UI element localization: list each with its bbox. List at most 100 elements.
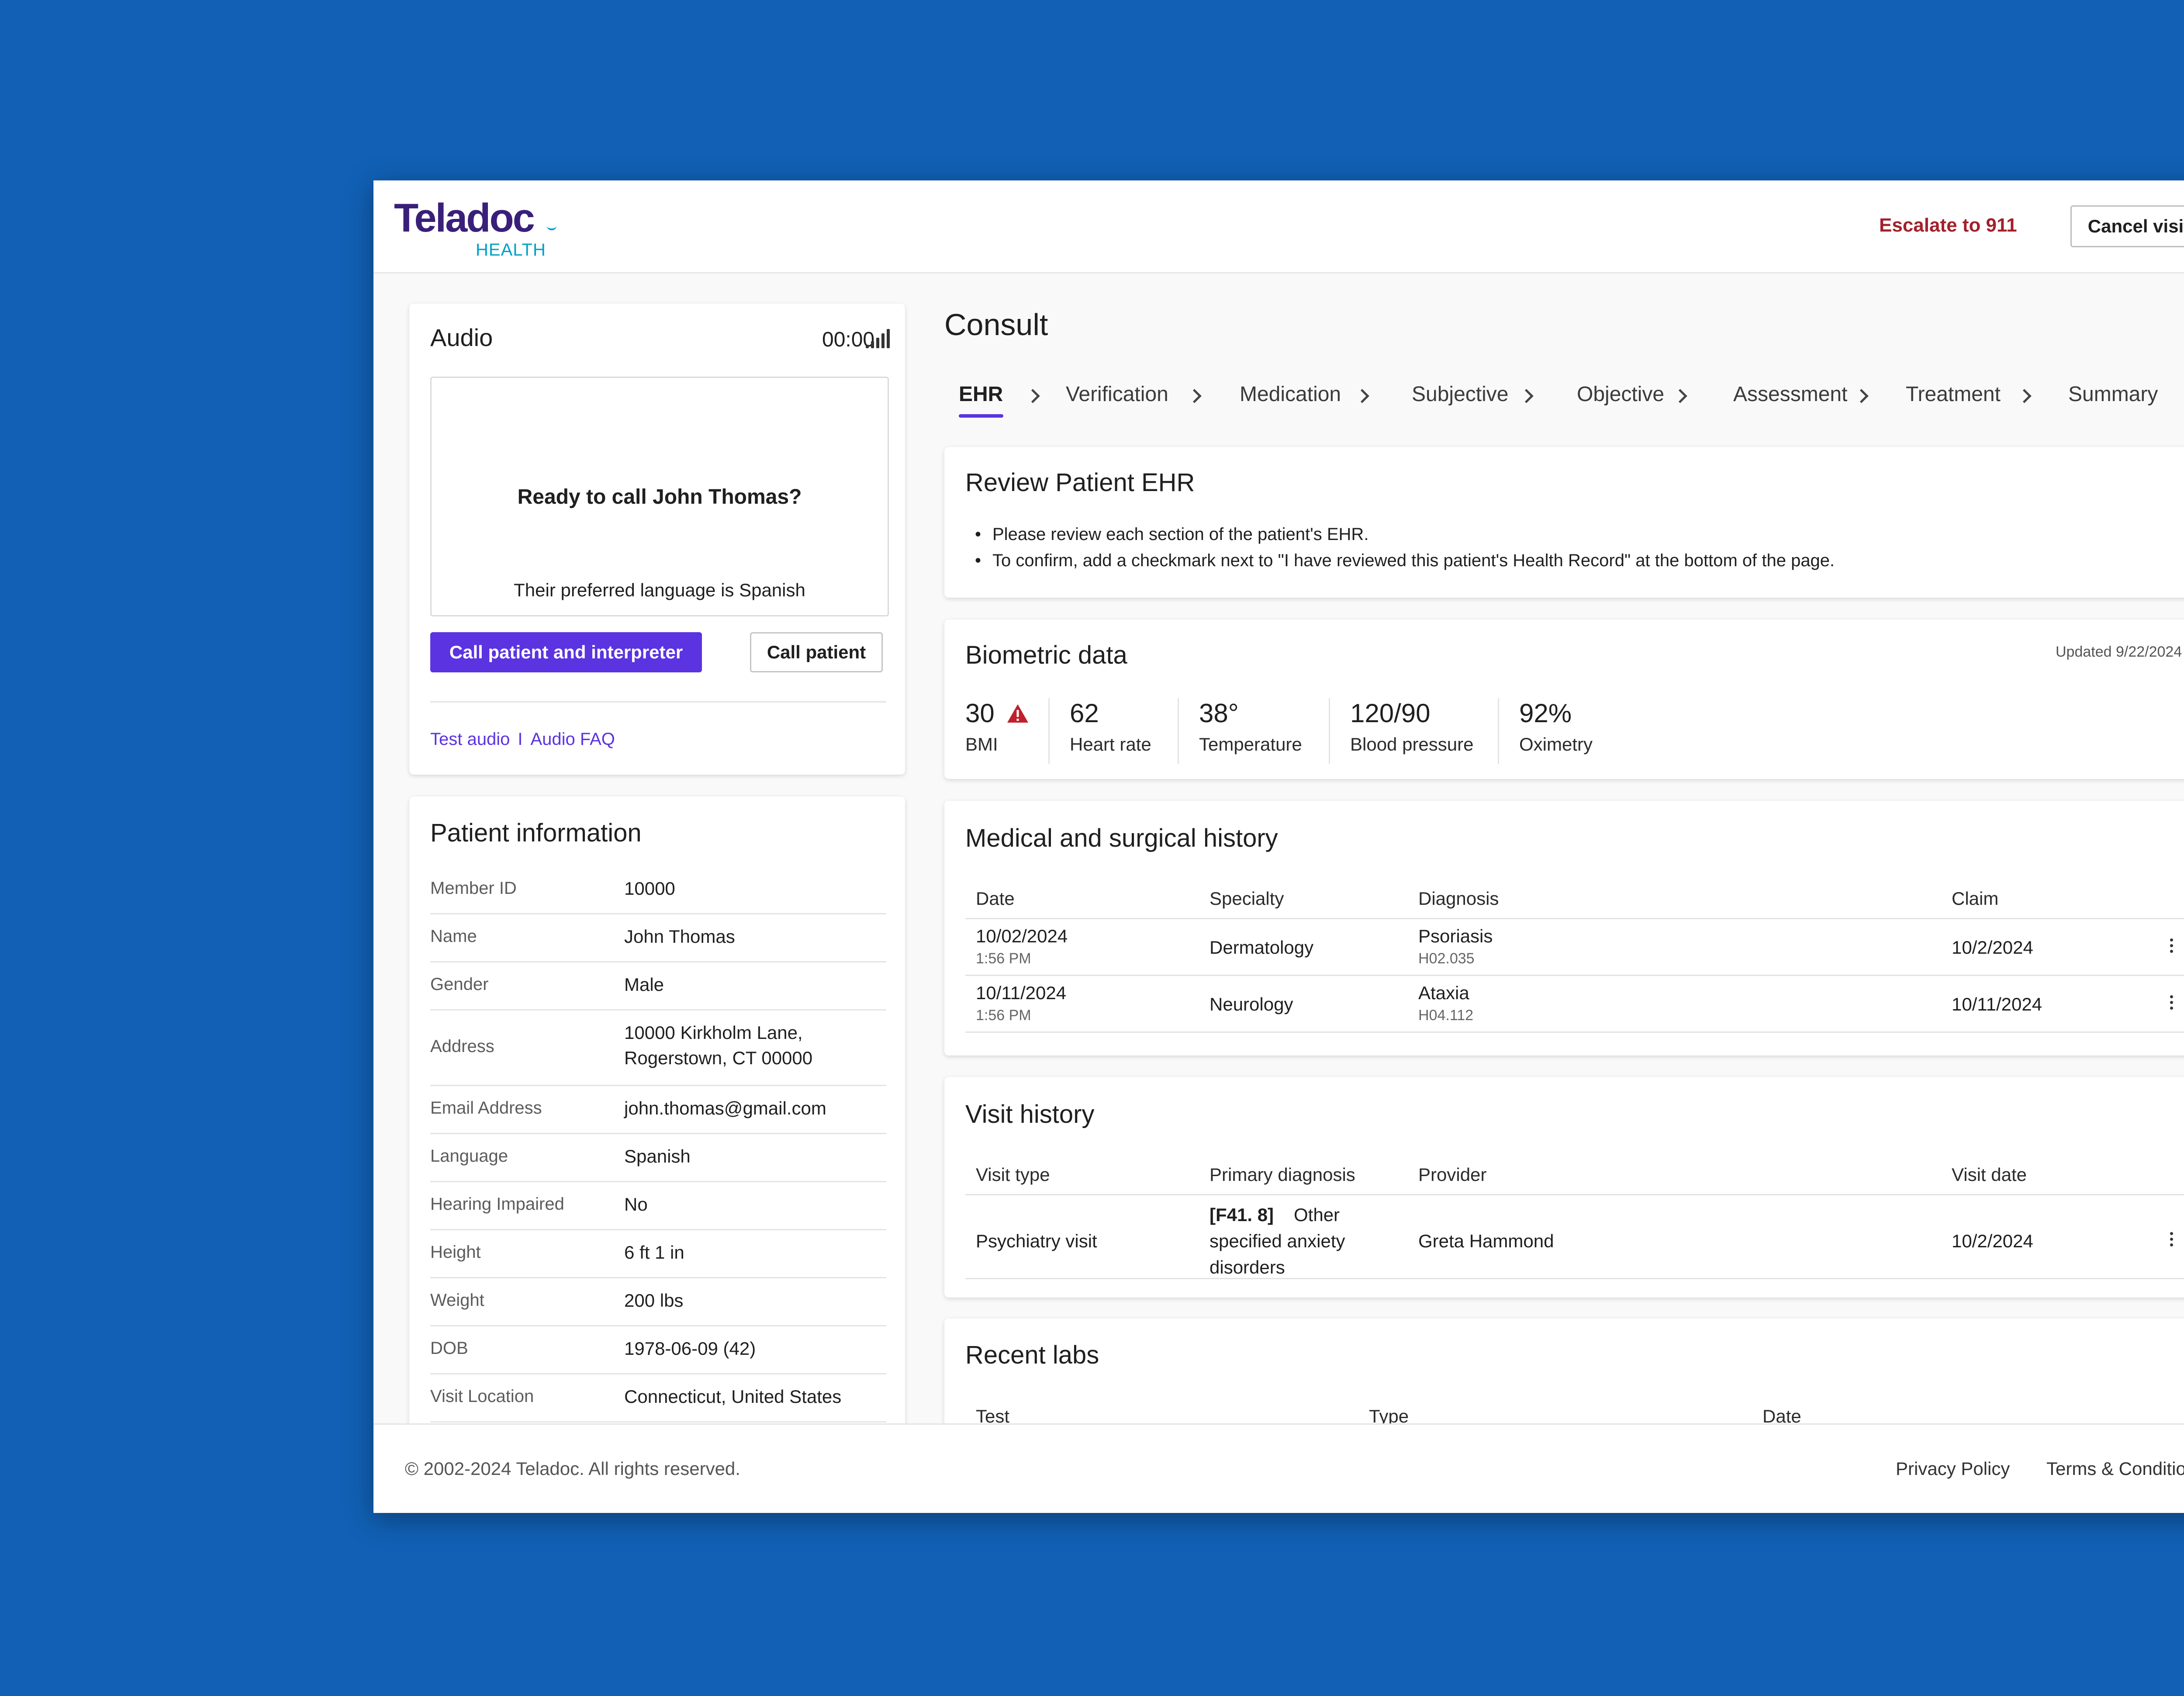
test-audio-link[interactable]: Test audio xyxy=(430,730,510,749)
column-header-date[interactable]: Date xyxy=(1762,1406,1801,1426)
step-medication[interactable]: Medication xyxy=(1240,383,1341,406)
logo-wordmark: Teladoc xyxy=(394,196,535,240)
row-more-options-icon[interactable] xyxy=(2170,938,2174,955)
biometric-card: Biometric data Updated 9/22/2024 30 BMI … xyxy=(944,620,2184,779)
column-header-date[interactable]: Date xyxy=(976,888,1015,909)
row-more-options-icon[interactable] xyxy=(2170,1232,2174,1249)
patient-value: John Thomas xyxy=(624,926,735,947)
patient-value: john.thomas@gmail.com xyxy=(624,1098,826,1118)
ready-to-call-text: Ready to call John Thomas? xyxy=(517,485,802,509)
review-ehr-title: Review Patient EHR xyxy=(965,468,1195,497)
row-more-options-icon[interactable] xyxy=(2170,995,2174,1012)
recent-labs-title: Recent labs xyxy=(965,1341,1099,1369)
patient-row-member-id: Member ID 10000 xyxy=(430,866,886,914)
patient-label: Email Address xyxy=(430,1098,542,1118)
column-header-visit-type[interactable]: Visit type xyxy=(976,1164,1050,1185)
patient-label: Hearing Impaired xyxy=(430,1194,564,1214)
bullet-dot: • xyxy=(975,551,981,570)
oximetry-value: 92% xyxy=(1519,699,1572,728)
step-objective[interactable]: Objective xyxy=(1577,383,1665,406)
step-assessment[interactable]: Assessment xyxy=(1733,383,1848,406)
patient-label: Language xyxy=(430,1146,508,1166)
step-summary[interactable]: Summary xyxy=(2068,383,2158,406)
audio-faq-link[interactable]: Audio FAQ xyxy=(530,730,615,749)
chevron-right-icon xyxy=(1519,389,1534,403)
row-diagnosis-text: disorders xyxy=(1209,1257,1285,1277)
call-patient-and-interpreter-button[interactable]: Call patient and interpreter xyxy=(430,632,702,672)
privacy-policy-link[interactable]: Privacy Policy xyxy=(1896,1458,2010,1479)
patient-info-card: Patient information Member ID 10000 Name… xyxy=(409,796,905,1452)
table-divider xyxy=(965,918,2184,919)
escalate-911-link[interactable]: Escalate to 911 xyxy=(1879,215,2017,236)
column-header-primary-diagnosis[interactable]: Primary diagnosis xyxy=(1209,1164,1355,1185)
logo-subtitle: HEALTH xyxy=(476,240,546,260)
step-treatment[interactable]: Treatment xyxy=(1906,383,2001,406)
bullet-dot: • xyxy=(975,525,981,544)
updated-date: Updated 9/22/2024 xyxy=(2056,644,2182,660)
row-diagnosis: Ataxia xyxy=(1418,983,1469,1003)
teladoc-logo[interactable]: Teladoc HEALTH xyxy=(394,196,560,260)
step-subjective[interactable]: Subjective xyxy=(1412,383,1509,406)
active-step-indicator xyxy=(959,414,1003,418)
audio-links: Test audio I Audio FAQ xyxy=(430,730,615,749)
column-header-test[interactable]: Test xyxy=(976,1406,1010,1426)
patient-value: No xyxy=(624,1194,648,1215)
consult-title: Consult xyxy=(944,308,1048,342)
bmi-value: 30 xyxy=(965,699,995,728)
visit-history-title: Visit history xyxy=(965,1100,1095,1128)
row-claim: 10/2/2024 xyxy=(1952,937,2033,958)
patient-value: 1978-06-09 (42) xyxy=(624,1338,756,1359)
preferred-language-text: Their preferred language is Spanish xyxy=(514,580,805,600)
patient-row-gender: Gender Male xyxy=(430,962,886,1011)
patient-label: Height xyxy=(430,1243,481,1262)
table-divider xyxy=(965,1278,2184,1279)
cancel-visit-button[interactable]: Cancel visit xyxy=(2070,205,2184,247)
heart-rate-label: Heart rate xyxy=(1070,734,1151,755)
app-window: Teladoc HEALTH Escalate to 911 Cancel vi… xyxy=(373,180,2184,1513)
chevron-right-icon xyxy=(1026,389,1040,403)
step-verification[interactable]: Verification xyxy=(1066,383,1168,406)
footer: © 2002-2024 Teladoc. All rights reserved… xyxy=(373,1423,2184,1513)
chevron-right-icon xyxy=(1854,389,1869,403)
temperature-label: Temperature xyxy=(1199,734,1302,755)
patient-value: 6 ft 1 in xyxy=(624,1242,684,1263)
link-separator: I xyxy=(518,730,523,749)
chevron-right-icon xyxy=(1355,389,1369,403)
ehr-instruction: Please review each section of the patien… xyxy=(992,525,1369,544)
bmi-label: BMI xyxy=(965,734,998,755)
table-divider xyxy=(965,1194,2184,1195)
column-header-claim[interactable]: Claim xyxy=(1952,888,1999,909)
copyright-text: © 2002-2024 Teladoc. All rights reserved… xyxy=(405,1458,740,1479)
column-header-provider[interactable]: Provider xyxy=(1418,1164,1487,1185)
blood-pressure-label: Blood pressure xyxy=(1350,734,1474,755)
column-header-visit-date[interactable]: Visit date xyxy=(1952,1164,2027,1185)
review-ehr-card: Review Patient EHR • Please review each … xyxy=(944,447,2184,598)
patient-label: Weight xyxy=(430,1291,484,1310)
terms-conditions-link[interactable]: Terms & Conditions xyxy=(2046,1458,2184,1479)
column-header-specialty[interactable]: Specialty xyxy=(1209,888,1284,909)
biometric-title: Biometric data xyxy=(965,641,1127,669)
row-claim: 10/11/2024 xyxy=(1952,994,2042,1014)
chevron-right-icon xyxy=(1187,389,1202,403)
row-date: 10/11/2024 xyxy=(976,983,1067,1003)
patient-value: Connecticut, United States xyxy=(624,1386,842,1407)
column-header-type[interactable]: Type xyxy=(1369,1406,1409,1426)
patient-value: Male xyxy=(624,974,664,995)
audio-card: Audio 00:00 Ready to call John Thomas? T… xyxy=(409,304,905,775)
row-time: 1:56 PM xyxy=(976,950,1031,967)
column-header-diagnosis[interactable]: Diagnosis xyxy=(1418,888,1499,909)
step-ehr[interactable]: EHR xyxy=(959,383,1003,406)
row-diagnosis-code: [F41. 8] xyxy=(1209,1205,1274,1225)
row-diagnosis-code: H04.112 xyxy=(1418,1007,1474,1024)
audio-title: Audio xyxy=(430,324,493,351)
patient-row-dob: DOB 1978-06-09 (42) xyxy=(430,1326,886,1374)
oximetry-label: Oximetry xyxy=(1519,734,1593,755)
blood-pressure-value: 120/90 xyxy=(1350,699,1431,728)
row-provider: Greta Hammond xyxy=(1418,1231,1554,1251)
patient-row-name: Name John Thomas xyxy=(430,914,886,962)
table-divider xyxy=(965,1031,2184,1033)
row-specialty: Dermatology xyxy=(1209,937,1314,958)
patient-value-line2: Rogerstown, CT 00000 xyxy=(624,1048,813,1068)
call-patient-button[interactable]: Call patient xyxy=(750,632,883,672)
biometric-divider xyxy=(1329,698,1330,764)
